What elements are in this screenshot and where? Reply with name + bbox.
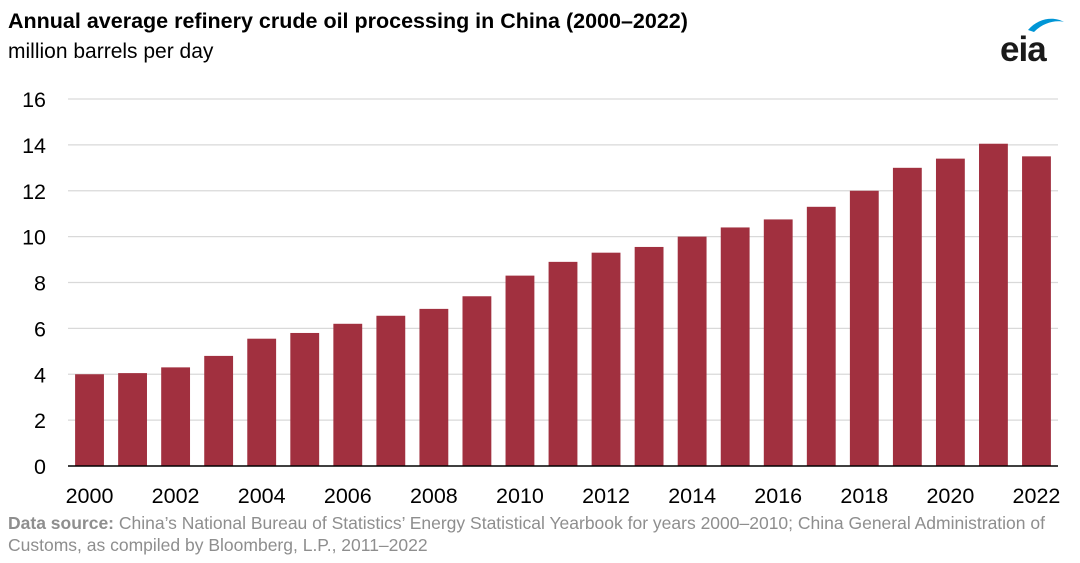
data-source-label: Data source:	[8, 513, 115, 533]
x-tick-label: 2008	[410, 484, 458, 508]
x-tick-label: 2006	[324, 484, 372, 508]
bar-2012	[591, 252, 621, 466]
y-tick-label: 2	[34, 409, 46, 433]
bar-2013	[634, 246, 664, 466]
x-tick-label: 2010	[496, 484, 544, 508]
eia-logo: eia	[1000, 30, 1047, 69]
y-tick-label: 16	[22, 88, 46, 112]
bar-2018	[849, 190, 879, 466]
y-tick-label: 12	[22, 180, 46, 204]
y-tick-label: 6	[34, 317, 46, 341]
chart-subtitle: million barrels per day	[8, 40, 214, 63]
bar-2014	[677, 236, 707, 466]
bar-2017	[806, 206, 836, 466]
bar-2005	[290, 332, 320, 466]
x-tick-label: 2012	[582, 484, 630, 508]
x-tick-label: 2016	[754, 484, 802, 508]
x-tick-label: 2018	[840, 484, 888, 508]
x-tick-label: 2004	[238, 484, 286, 508]
bar-layer	[75, 143, 1051, 466]
eia-swoosh-icon	[1028, 18, 1064, 32]
bar-2010	[505, 275, 535, 466]
bar-2001	[118, 373, 147, 466]
bar-2000	[75, 374, 104, 466]
data-source-text: China’s National Bureau of Statistics’ E…	[8, 513, 1045, 555]
y-tick-label: 0	[34, 455, 46, 479]
eia-swoosh-icon-path	[1028, 18, 1064, 32]
bar-2015	[720, 227, 750, 466]
bar-2004	[247, 338, 277, 466]
y-tick-label: 10	[22, 226, 46, 250]
bar-2011	[548, 261, 578, 466]
bar-2021	[979, 143, 1008, 466]
bar-2006	[333, 323, 363, 466]
y-tick-labels: 0 2 4 6 8 10 12 14 16	[22, 88, 46, 479]
chart-title: Annual average refinery crude oil proces…	[8, 9, 688, 33]
x-tick-label: 2000	[66, 484, 114, 508]
y-tick-label: 4	[34, 363, 46, 387]
bar-2009	[462, 296, 492, 466]
bar-2020	[935, 158, 965, 466]
bar-2007	[376, 315, 406, 466]
x-tick-labels: 2000 2002 2004 2006 2008 2010 2012 2014 2016 2018…	[66, 484, 1061, 508]
bar-2002	[161, 367, 191, 466]
x-tick-label: 2022	[1013, 484, 1061, 508]
y-tick-label: 8	[34, 272, 46, 296]
x-tick-label: 2020	[926, 484, 974, 508]
data-source-note: Data source: China’s National Bureau of …	[8, 512, 1072, 556]
bar-2022	[1022, 156, 1051, 466]
bar-2019	[892, 167, 922, 466]
bar-2008	[419, 308, 449, 466]
x-tick-label: 2014	[668, 484, 716, 508]
x-tick-label: 2002	[152, 484, 200, 508]
y-tick-label: 14	[22, 134, 46, 158]
bar-2003	[204, 355, 234, 466]
bar-2016	[763, 219, 793, 466]
